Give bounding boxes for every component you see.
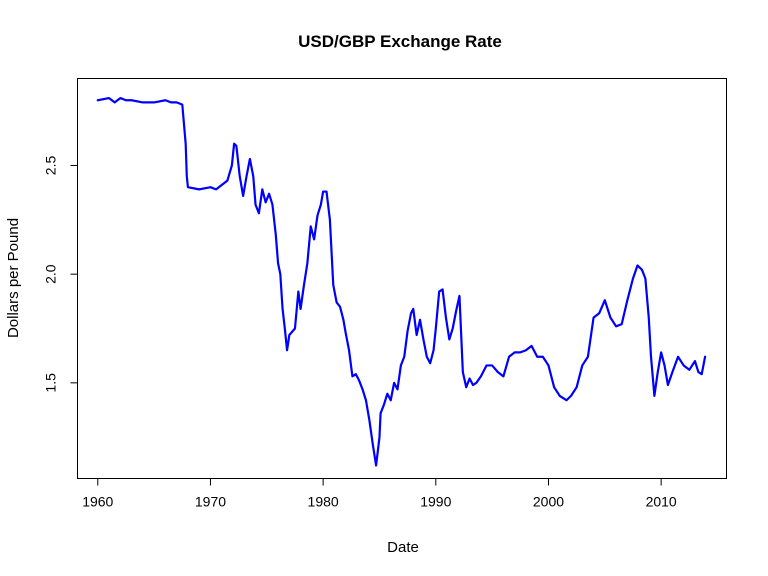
series-group	[96, 96, 707, 467]
y-tick-label: 2.5	[43, 156, 59, 176]
y-tick-label: 2.0	[43, 264, 59, 284]
y-tick-label: 1.5	[43, 373, 59, 393]
plot-frame	[77, 78, 727, 479]
x-tick-label: 2000	[533, 494, 564, 510]
chart-title: USD/GBP Exchange Rate	[298, 32, 502, 51]
x-tick-label: 1980	[308, 494, 339, 510]
x-tick-label: 1960	[82, 494, 113, 510]
y-axis: 1.5 2.0 2.5	[43, 156, 78, 393]
x-tick-label: 1990	[420, 494, 451, 510]
x-tick-label: 1970	[195, 494, 226, 510]
y-axis-label: Dollars per Pound	[5, 218, 22, 338]
x-tick-label: 2010	[646, 494, 677, 510]
x-axis-label: Date	[387, 539, 419, 556]
x-axis: 1960 1970 1980 1990 2000 2010	[82, 478, 677, 510]
series-line	[96, 96, 707, 467]
